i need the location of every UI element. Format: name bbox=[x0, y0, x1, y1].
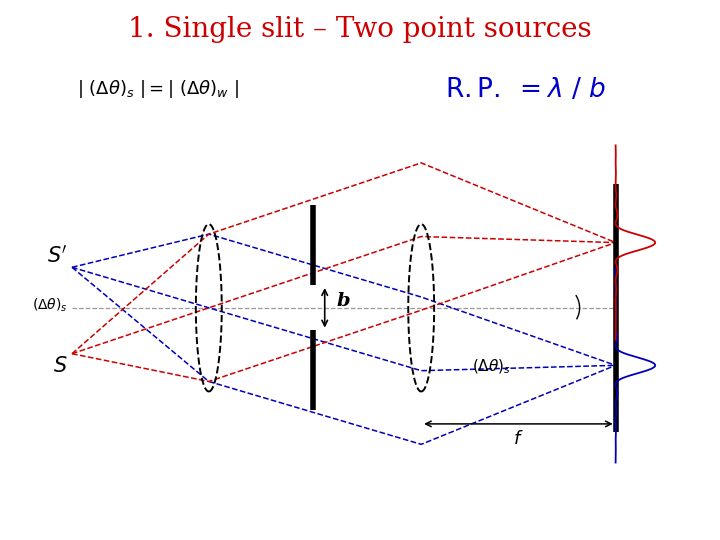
Text: $|\ (\Delta\theta)_s\ |=|\ (\Delta\theta)_w\ |$: $|\ (\Delta\theta)_s\ |=|\ (\Delta\theta… bbox=[77, 78, 240, 100]
Text: b: b bbox=[337, 292, 350, 310]
Text: $S$: $S$ bbox=[53, 355, 68, 376]
Text: 1. Single slit – Two point sources: 1. Single slit – Two point sources bbox=[128, 16, 592, 43]
Text: $f$: $f$ bbox=[513, 430, 523, 448]
Text: $(\Delta\theta)_s$: $(\Delta\theta)_s$ bbox=[472, 358, 510, 376]
Text: $(\Delta\theta)_s$: $(\Delta\theta)_s$ bbox=[32, 296, 68, 314]
Text: $\mathrm{R.P.}\ =\lambda\ /\ b$: $\mathrm{R.P.}\ =\lambda\ /\ b$ bbox=[445, 76, 606, 102]
Text: $S'$: $S'$ bbox=[47, 245, 68, 266]
